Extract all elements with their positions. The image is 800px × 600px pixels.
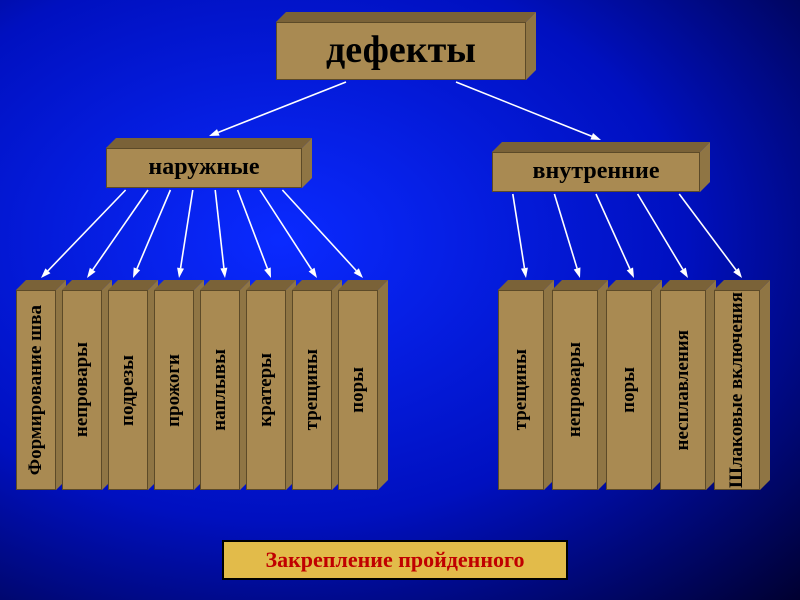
leaf-label-external-6-text: трещины — [302, 349, 322, 430]
leaf-label-external-0-text: Формирование шва — [26, 305, 46, 475]
branch-label-external-text: наружные — [148, 155, 259, 180]
root-label: дефекты — [276, 22, 526, 80]
leaf-label-internal-3-text: несплавления — [673, 330, 693, 450]
box-side-face — [378, 280, 388, 490]
leaf-label-external-5: кратеры — [246, 290, 286, 490]
root-label-text: дефекты — [326, 31, 476, 71]
leaf-label-external-4: наплывы — [200, 290, 240, 490]
leaf-box-internal-3: несплавления — [660, 280, 716, 490]
branch-label-internal-text: внутренние — [532, 159, 659, 184]
root-box: дефекты — [276, 12, 536, 80]
leaf-label-external-6: трещины — [292, 290, 332, 490]
leaf-label-external-2: подрезы — [108, 290, 148, 490]
leaf-label-external-0: Формирование шва — [16, 290, 56, 490]
leaf-label-internal-0-text: трещины — [511, 349, 531, 430]
leaf-label-internal-1-text: непровары — [565, 342, 585, 437]
box-top-face — [492, 142, 710, 152]
leaf-label-external-3: прожоги — [154, 290, 194, 490]
leaf-box-external-2: подрезы — [108, 280, 158, 490]
leaf-box-external-5: кратеры — [246, 280, 296, 490]
leaf-label-internal-4-text: Шлаковые включения — [727, 292, 747, 488]
diagram-stage: дефекты наружные Формирование шва непровары… — [0, 0, 800, 600]
box-top-face — [276, 12, 536, 22]
leaf-label-external-3-text: прожоги — [164, 354, 184, 427]
leaf-label-internal-2-text: поры — [619, 367, 639, 413]
leaf-label-external-1-text: непровары — [72, 342, 92, 437]
branch-label-external: наружные — [106, 148, 302, 188]
leaf-label-internal-3: несплавления — [660, 290, 706, 490]
leaf-box-external-0: Формирование шва — [16, 280, 66, 490]
leaf-label-external-5-text: кратеры — [256, 353, 276, 427]
box-side-face — [760, 280, 770, 490]
leaf-label-internal-4: Шлаковые включения — [714, 290, 760, 490]
leaf-label-internal-2: поры — [606, 290, 652, 490]
leaf-box-internal-2: поры — [606, 280, 662, 490]
leaf-label-internal-0: трещины — [498, 290, 544, 490]
leaf-box-internal-1: непровары — [552, 280, 608, 490]
leaf-box-external-7: поры — [338, 280, 388, 490]
leaf-box-internal-4: Шлаковые включения — [714, 280, 770, 490]
branch-box-external: наружные — [106, 138, 312, 188]
leaf-label-external-7: поры — [338, 290, 378, 490]
leaf-label-internal-1: непровары — [552, 290, 598, 490]
box-top-face — [106, 138, 312, 148]
branch-box-internal: внутренние — [492, 142, 710, 192]
leaf-label-external-4-text: наплывы — [210, 349, 230, 431]
leaf-box-external-4: наплывы — [200, 280, 250, 490]
leaf-box-external-6: трещины — [292, 280, 342, 490]
leaf-box-external-1: непровары — [62, 280, 112, 490]
leaf-label-external-2-text: подрезы — [118, 355, 138, 426]
leaf-box-external-3: прожоги — [154, 280, 204, 490]
leaf-label-external-7-text: поры — [348, 367, 368, 413]
box-side-face — [526, 12, 536, 80]
leaf-box-internal-0: трещины — [498, 280, 554, 490]
branch-label-internal: внутренние — [492, 152, 700, 192]
leaf-label-external-1: непровары — [62, 290, 102, 490]
